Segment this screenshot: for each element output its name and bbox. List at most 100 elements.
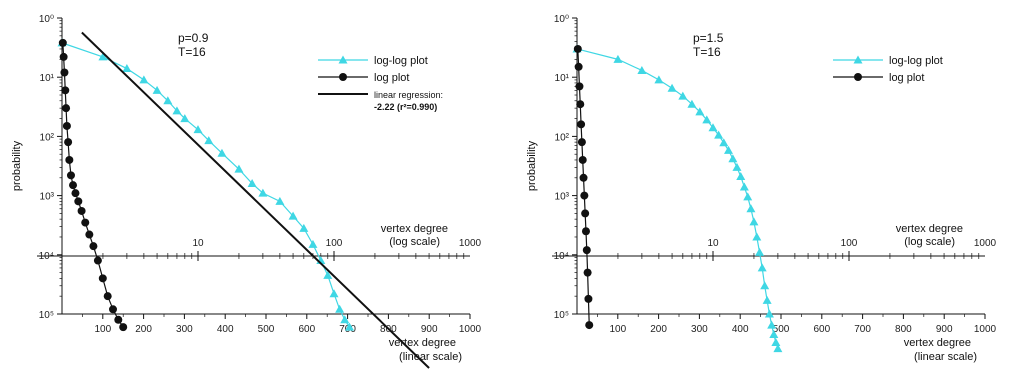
x-linear-tick-label: 900 [936, 324, 953, 335]
annotation-line1: p=0.9 [178, 31, 209, 45]
x-linear-tick-label: 900 [421, 324, 438, 335]
log-log-point [344, 322, 354, 331]
y-tick-label: 10² [40, 132, 55, 143]
log-log-point [258, 188, 268, 197]
log-log-point [323, 270, 333, 279]
log-plot-point [77, 206, 86, 215]
x-linear-tick-label: 300 [691, 324, 708, 335]
regression-line [81, 31, 430, 369]
legend-marker [854, 73, 862, 81]
series-line-log-log [61, 42, 351, 328]
log-log-point [275, 196, 285, 205]
log-log-point [714, 130, 724, 139]
legend-label: linear regression: [374, 90, 443, 100]
log-plot-point [81, 218, 90, 227]
log-log-point [288, 211, 298, 220]
log-log-point [308, 239, 318, 248]
legend-label: log-log plot [374, 55, 428, 67]
log-log-point [728, 154, 738, 163]
x-log-tick-label: 10 [192, 238, 204, 249]
log-log-point [122, 64, 132, 73]
log-plot-point [62, 121, 71, 130]
x-linear-title-line1: vertex degree [904, 337, 971, 349]
x-linear-tick-label: 500 [773, 324, 790, 335]
x-linear-tick-label: 200 [135, 324, 152, 335]
log-plot-point [114, 315, 123, 324]
log-log-point [719, 138, 729, 147]
log-log-point [746, 204, 756, 213]
log-plot-point [109, 305, 117, 314]
log-log-point [739, 182, 749, 191]
log-log-point [234, 164, 244, 173]
x-linear-tick-label: 1000 [974, 324, 997, 335]
legend-label: log plot [374, 72, 409, 84]
log-plot-point [574, 62, 583, 71]
y-tick-label: 10⁰ [554, 14, 569, 25]
log-log-point [678, 91, 688, 100]
log-plot-point [581, 209, 590, 218]
log-log-point [752, 232, 762, 241]
series-line-log [577, 48, 590, 326]
log-plot-point [61, 86, 70, 95]
x-linear-tick-label: 100 [609, 324, 626, 335]
right-chart: 10⁰ 10¹ 10² 10³ 10⁴ 10⁵ probability 100 200 300 40… [526, 14, 997, 363]
log-plot-point [85, 230, 94, 239]
log-log-point [708, 123, 718, 132]
log-log-point [172, 106, 182, 115]
log-log-point [743, 192, 753, 201]
log-log-point [204, 136, 214, 145]
log-log-point [749, 217, 759, 226]
log-log-point [98, 52, 108, 61]
y-tick-label: 10¹ [555, 73, 570, 84]
x-linear-tick-label: 800 [895, 324, 912, 335]
log-plot-point [59, 52, 68, 61]
x-linear-tick-label: 300 [176, 324, 193, 335]
x-log-tick-label: 100 [326, 238, 343, 249]
log-log-point [667, 83, 677, 92]
y-axis-title: probability [11, 140, 23, 191]
log-plot-point [580, 191, 589, 200]
log-plot-point [93, 256, 102, 265]
log-plot-point [578, 155, 587, 164]
x-log-tick-label: 100 [841, 238, 858, 249]
log-log-point [163, 96, 173, 105]
x-linear-tick-label: 200 [650, 324, 667, 335]
log-log-point [217, 148, 227, 157]
log-log-point [180, 114, 190, 123]
legend-marker [339, 73, 347, 81]
annotation-line2: T=16 [178, 45, 206, 59]
log-log-point [760, 281, 770, 290]
log-plot-point [65, 155, 74, 164]
log-plot-point [62, 104, 71, 113]
y-tick-label: 10² [555, 132, 570, 143]
x-linear-tick-label: 600 [298, 324, 315, 335]
log-plot-point [577, 120, 586, 129]
log-log-point [723, 145, 733, 154]
log-plot-point [89, 242, 98, 251]
log-log-point [771, 338, 781, 347]
log-log-point [755, 247, 765, 256]
log-plot-point [64, 138, 73, 147]
log-log-point [340, 315, 350, 324]
left-chart: 10⁰ 10¹ 10² 10³ 10⁴ 10⁵ probability 100 200 300 40… [11, 14, 482, 369]
x-log-title-line2: (log scale) [904, 236, 955, 248]
log-plot-point [58, 38, 67, 47]
log-log-point [335, 304, 345, 313]
log-log-point [736, 172, 746, 181]
log-plot-point [69, 181, 78, 190]
log-log-point [687, 99, 697, 108]
log-plot-point [579, 173, 588, 182]
log-plot-point [575, 82, 584, 91]
y-axis-title: probability [526, 140, 538, 191]
log-plot-point [585, 321, 594, 330]
log-plot-point [66, 171, 75, 180]
log-log-point [769, 330, 779, 339]
y-tick-label: 10⁵ [39, 310, 54, 321]
log-log-point [139, 75, 149, 84]
log-log-point [152, 85, 162, 94]
x-linear-tick-label: 400 [217, 324, 234, 335]
x-linear-tick-label: 400 [732, 324, 749, 335]
x-linear-title-line2: (linear scale) [399, 351, 462, 363]
log-plot-point [119, 323, 128, 332]
log-log-point [764, 309, 774, 318]
